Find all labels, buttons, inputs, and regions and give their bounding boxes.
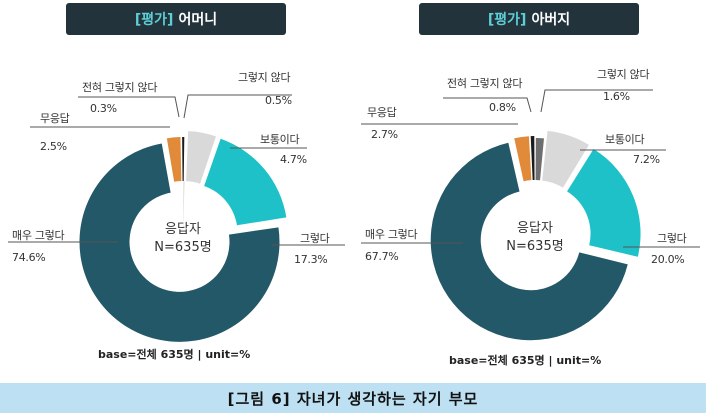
mother-center-n: N=635명	[154, 240, 211, 255]
father-slice-no-answer	[514, 136, 532, 182]
mother-value-strongly-agree: 74.6%	[12, 251, 45, 264]
mother-label-disagree: 그렇지 않다	[238, 71, 290, 84]
mother-value-strongly-disagree: 0.3%	[90, 102, 117, 115]
father-center-n: N=635명	[506, 239, 563, 254]
mother-slice-disagree	[183, 181, 185, 232]
mother-slice-no-answer	[166, 137, 182, 182]
mother-donut-chart: 응답자 N=635명 그렇지 않다 0.5% 보통이다 4.7% 그렇다 17.3% 매우 그렇…	[8, 71, 345, 342]
father-label-no-answer: 무응답	[367, 106, 397, 119]
father-value-agree: 20.0%	[651, 253, 684, 266]
father-value-strongly-disagree: 0.8%	[489, 101, 516, 114]
mother-chart-panel: [평가] 어머니 응답자 N=635명 그렇지 않다 0.5% 보통이다 4.7% 그렇다 1…	[0, 0, 353, 380]
father-label-neutral: 보통이다	[605, 133, 644, 146]
father-label-strongly-disagree: 전혀 그렇지 않다	[447, 77, 522, 90]
father-value-disagree: 1.6%	[603, 90, 630, 103]
father-chart-title: [평가] 아버지	[419, 3, 639, 35]
father-label-disagree: 그렇지 않다	[597, 68, 649, 81]
mother-slice-strongly-agree	[79, 143, 280, 342]
father-donut-chart: 응답자 N=635명 그렇지 않다 1.6% 보통이다 7.2% 그렇다 20.0% 매우 그렇…	[361, 68, 700, 341]
mother-label-strongly-disagree: 전혀 그렇지 않다	[82, 81, 157, 94]
father-leader-disagree	[540, 89, 653, 113]
father-title-name: 아버지	[531, 12, 571, 28]
mother-slice-strongly-disagree	[182, 137, 185, 182]
mother-slice-neutral	[186, 131, 216, 184]
father-slice-agree	[567, 148, 641, 257]
mother-value-disagree: 0.5%	[265, 94, 292, 107]
mother-label-neutral: 보통이다	[260, 133, 299, 146]
father-base-note: base=전체 635명 | unit=%	[449, 354, 602, 367]
mother-leader-disagree	[183, 94, 292, 119]
mother-value-no-answer: 2.5%	[40, 140, 67, 153]
figure-caption: [그림 6] 자녀가 생각하는 자기 부모	[0, 383, 706, 413]
mother-slice-agree	[204, 138, 287, 226]
father-value-no-answer: 2.7%	[371, 128, 398, 141]
mother-base-note: base=전체 635명 | unit=%	[98, 348, 251, 361]
father-slice-disagree	[535, 138, 544, 181]
father-slice-neutral	[542, 130, 589, 188]
mother-title-tag: [평가]	[134, 12, 174, 28]
mother-label-agree: 그렇다	[300, 232, 330, 245]
mother-label-strongly-agree: 매우 그렇다	[12, 229, 64, 242]
father-value-neutral: 7.2%	[633, 153, 660, 166]
mother-title-name: 어머니	[178, 12, 218, 28]
father-label-agree: 그렇다	[657, 232, 687, 245]
mother-leader-strongly-disagree	[78, 96, 180, 118]
mother-value-agree: 17.3%	[294, 253, 327, 266]
mother-chart-title: [평가] 어머니	[66, 3, 286, 35]
mother-center-label: 응답자	[165, 222, 201, 237]
father-label-strongly-agree: 매우 그렇다	[365, 228, 417, 241]
father-slice-strongly-disagree	[530, 136, 535, 181]
father-title-tag: [평가]	[487, 12, 527, 28]
father-leader-strongly-disagree	[443, 97, 532, 113]
father-slice-strongly-agree	[430, 142, 628, 341]
father-chart-panel: [평가] 아버지 응답자 N=635명 그렇지 않다 1.6% 보통이다 7.2% 그렇다 2…	[353, 0, 706, 380]
mother-label-no-answer: 무응답	[40, 112, 70, 125]
mother-value-neutral: 4.7%	[280, 153, 307, 166]
father-value-strongly-agree: 67.7%	[365, 250, 398, 263]
father-center-label: 응답자	[517, 221, 553, 236]
